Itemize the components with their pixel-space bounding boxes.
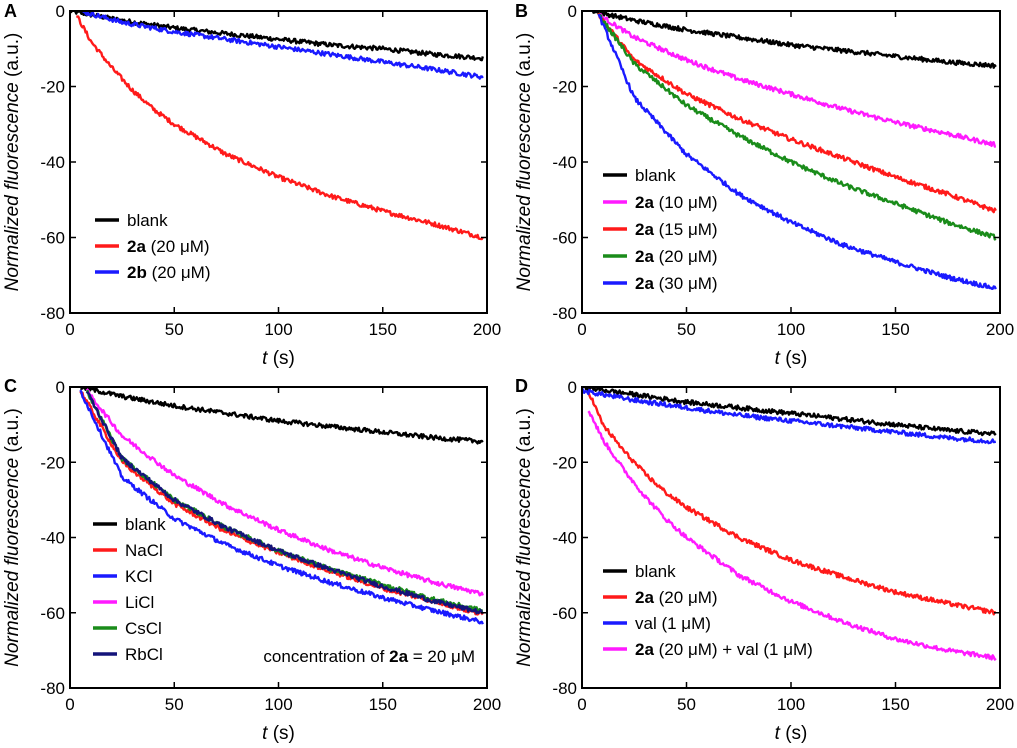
x-tick-label: 0 xyxy=(577,320,586,339)
series-line-4 xyxy=(597,13,997,290)
series-line-1 xyxy=(587,390,997,616)
x-tick-label: 100 xyxy=(264,695,292,714)
y-tick-label: -20 xyxy=(40,453,65,472)
y-tick-label: -40 xyxy=(552,529,577,548)
legend-entry: 2b (20 μM) xyxy=(127,263,210,282)
legend-entry: RbCl xyxy=(125,645,163,664)
y-tick-label: -60 xyxy=(552,604,577,623)
x-tick-label: 200 xyxy=(986,695,1014,714)
legend-entry: blank xyxy=(125,515,166,534)
series-line-2 xyxy=(597,12,997,214)
legend-entry: blank xyxy=(635,562,676,581)
series-line-1 xyxy=(76,15,484,241)
series-line-3 xyxy=(85,388,484,597)
legend-entry: val (1 μM) xyxy=(635,614,711,633)
legend-entry: CsCl xyxy=(125,619,162,638)
series-line-0 xyxy=(70,11,484,62)
y-tick-label: -80 xyxy=(552,304,577,323)
series-line-3 xyxy=(587,410,997,661)
y-tick-label: -40 xyxy=(40,153,65,172)
legend-entry: 2a (20 μM) xyxy=(127,237,210,256)
x-tick-label: 150 xyxy=(369,320,397,339)
legend-entry: KCl xyxy=(125,567,152,586)
panel-b: B 0 50 100 150 200 0 -20 -40 -60 -80 t (s) Normalize… xyxy=(514,1,1014,369)
y-tick-label: -60 xyxy=(552,229,577,248)
y-tick-label: -40 xyxy=(40,529,65,548)
x-tick-label: 0 xyxy=(65,695,74,714)
legend-entry: blank xyxy=(127,211,168,230)
panel-a: A 0 50 100 150 200 0 -20 -40 -60 -80 t (s) Normalize… xyxy=(2,1,501,369)
y-tick-label: -60 xyxy=(40,604,65,623)
panel-letter: B xyxy=(515,1,528,21)
x-tick-label: 100 xyxy=(777,695,805,714)
y-tick-label: -80 xyxy=(552,679,577,698)
x-tick-label: 200 xyxy=(473,695,501,714)
series-line-2 xyxy=(79,389,484,625)
series-line-1 xyxy=(597,13,997,149)
y-tick-label: 0 xyxy=(56,378,65,397)
y-tick-label: 0 xyxy=(56,2,65,21)
x-tick-label: 100 xyxy=(264,320,292,339)
y-axis-label: Normalized fluorescence (a.u.) xyxy=(514,33,535,292)
y-tick-label: 0 xyxy=(568,378,577,397)
x-tick-label: 50 xyxy=(165,695,184,714)
series-line-3 xyxy=(598,13,997,241)
x-tick-label: 50 xyxy=(165,320,184,339)
y-tick-label: -80 xyxy=(40,679,65,698)
legend: blank 2a (20 μM) 2b (20 μM) xyxy=(95,211,210,282)
y-tick-label: 0 xyxy=(568,2,577,21)
x-tick-label: 0 xyxy=(577,695,586,714)
x-axis-label: t (s) xyxy=(262,723,295,744)
y-axis-label: Normalized fluorescence (a.u.) xyxy=(2,33,23,292)
y-tick-label: -20 xyxy=(40,78,65,97)
legend: blank NaCl KCl LiCl CsCl RbCl xyxy=(93,515,166,664)
y-tick-label: -20 xyxy=(552,453,577,472)
x-tick-label: 200 xyxy=(986,320,1014,339)
legend-entry: NaCl xyxy=(125,541,163,560)
x-tick-label: 0 xyxy=(65,320,74,339)
legend-entry: 2a (20 μM) xyxy=(635,247,718,266)
series-line-2 xyxy=(80,11,484,80)
legend-entry: 2a (30 μM) xyxy=(635,274,718,293)
y-tick-label: -60 xyxy=(40,229,65,248)
panel-d: D 0 50 100 150 200 0 -20 -40 -60 -80 t (s) Normalize… xyxy=(514,376,1014,744)
legend-entry: 2a (20 μM) + val (1 μM) xyxy=(635,640,813,659)
legend-entry: 2a (10 μM) xyxy=(635,193,718,212)
panel-letter: C xyxy=(4,376,17,396)
x-tick-label: 50 xyxy=(677,695,696,714)
x-tick-label: 100 xyxy=(777,320,805,339)
y-tick-label: -80 xyxy=(40,304,65,323)
y-axis-label: Normalized fluorescence (a.u.) xyxy=(2,408,23,667)
legend: blank 2a (20 μM) val (1 μM) 2a (20 μM) + va… xyxy=(603,562,813,659)
panel-letter: A xyxy=(4,1,17,21)
series-line-2 xyxy=(582,388,997,445)
y-tick-label: -20 xyxy=(552,78,577,97)
x-tick-label: 150 xyxy=(881,320,909,339)
x-tick-label: 150 xyxy=(881,695,909,714)
y-tick-label: -40 xyxy=(552,153,577,172)
legend: blank 2a (10 μM) 2a (15 μM) 2a (20 μM) 2a (3… xyxy=(603,166,718,293)
x-tick-label: 150 xyxy=(369,695,397,714)
legend-entry: 2a (20 μM) xyxy=(635,588,718,607)
x-axis-label: t (s) xyxy=(262,348,295,369)
series-line-5 xyxy=(85,390,484,615)
x-axis-label: t (s) xyxy=(775,723,808,744)
series-line-0 xyxy=(80,387,484,445)
x-tick-label: 200 xyxy=(473,320,501,339)
panel-c: C 0 50 100 150 200 0 -20 -40 -60 -80 t (s) Normalize… xyxy=(2,376,501,744)
legend-entry: LiCl xyxy=(125,593,154,612)
concentration-note: concentration of 2a = 20 μM xyxy=(263,647,475,666)
y-axis-label: Normalized fluorescence (a.u.) xyxy=(514,408,535,667)
series-line-0 xyxy=(591,11,997,69)
plot-frame xyxy=(69,386,488,689)
legend-entry: 2a (15 μM) xyxy=(635,220,718,239)
series-line-0 xyxy=(582,387,997,437)
panel-letter: D xyxy=(515,376,528,396)
x-tick-label: 50 xyxy=(677,320,696,339)
x-axis-label: t (s) xyxy=(775,348,808,369)
plot-frame xyxy=(581,10,1001,314)
legend-entry: blank xyxy=(635,166,676,185)
